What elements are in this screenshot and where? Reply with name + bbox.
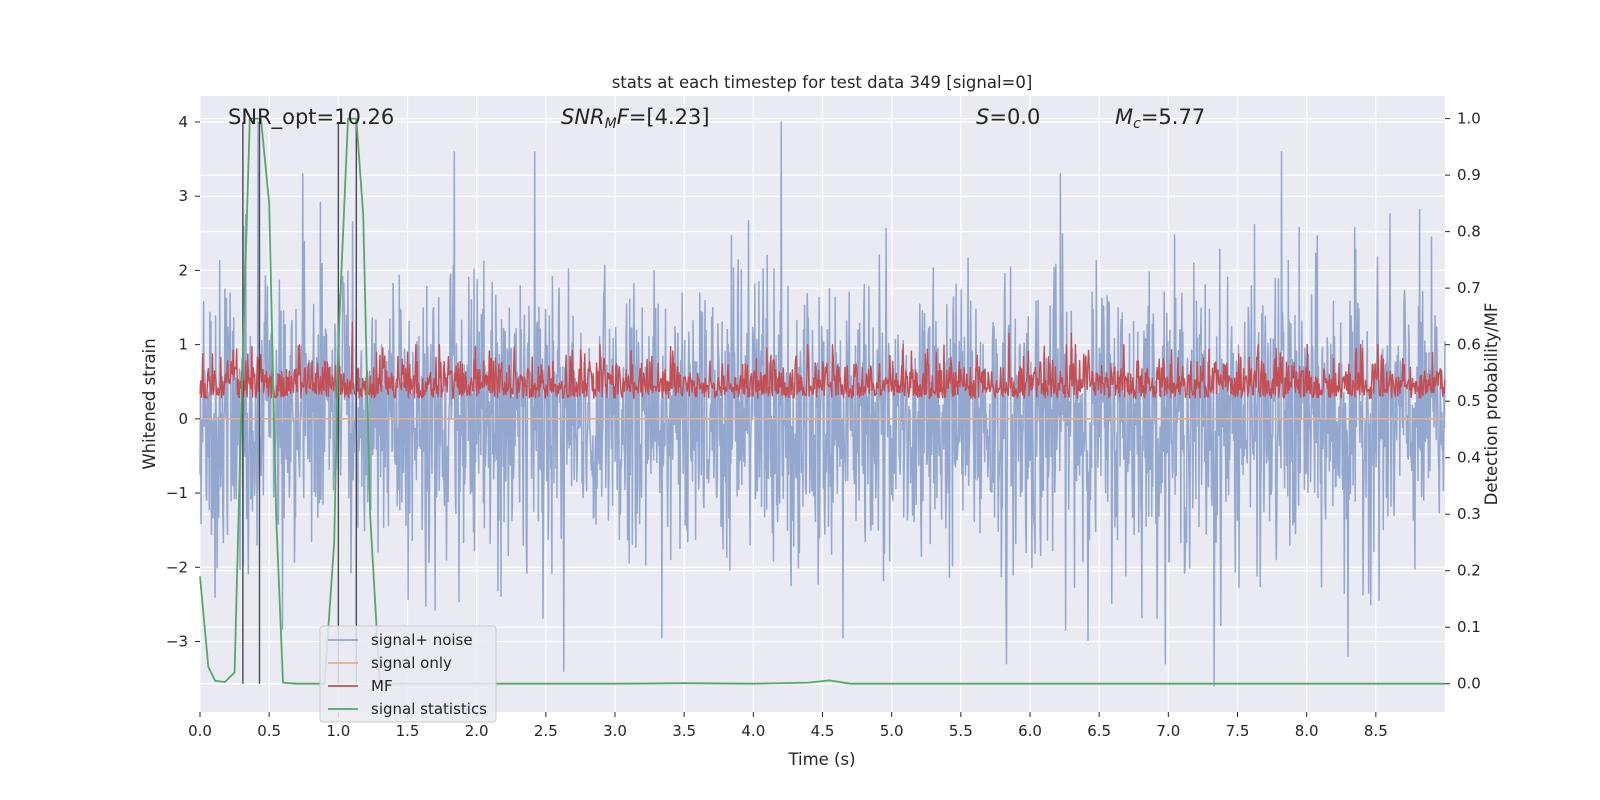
annotation-snr-mf-tail: F — [617, 105, 630, 129]
x-tick-labels: 0.0 0.5 1.0 1.5 2.0 2.5 3.0 3.5 4.0 4.5 5.0 5.5 6.0 6… — [188, 712, 1388, 740]
series-mf — [199, 321, 1446, 399]
x-tick-label: 6.0 — [1018, 722, 1042, 740]
y-right-tick-label: 0.0 — [1457, 675, 1481, 693]
x-tick-label: 4.0 — [741, 722, 765, 740]
annotation-s: S=0.0 — [976, 105, 1040, 129]
legend-label-signal-only: signal only — [371, 654, 452, 672]
x-tick-label: 8.5 — [1364, 722, 1388, 740]
x-axis-label: Time (s) — [787, 750, 855, 769]
x-tick-label: 0.0 — [188, 722, 212, 740]
y-left-tick-label: −2 — [166, 558, 188, 576]
y-right-tick-label: 1.0 — [1457, 110, 1481, 128]
y-right-tick-label: 0.6 — [1457, 336, 1481, 354]
plot-area — [199, 117, 1446, 687]
x-tick-label: 3.0 — [603, 722, 627, 740]
x-tick-label: 7.0 — [1156, 722, 1180, 740]
legend-box — [319, 625, 497, 723]
y-right-tick-label: 0.7 — [1457, 279, 1481, 297]
y-right-tick-label: 0.2 — [1457, 562, 1481, 580]
y-right-tick-label: 0.5 — [1457, 392, 1481, 410]
vertical-markers — [242, 121, 358, 684]
annotation-mc-symbol: M — [1115, 105, 1133, 129]
annotation-snr-mf-sub: M — [605, 116, 617, 132]
x-tick-label: 4.5 — [811, 722, 835, 740]
legend: signal+ noise signal only MF signal stat… — [319, 625, 497, 723]
x-tick-label: 1.5 — [396, 722, 420, 740]
annotation-s-value: =0.0 — [989, 105, 1040, 129]
y-right-tick-label: 0.4 — [1457, 449, 1481, 467]
annotation-snr-mf-value: =[4.23] — [629, 105, 710, 129]
x-tick-label: 6.5 — [1087, 722, 1111, 740]
x-tick-label: 7.5 — [1226, 722, 1250, 740]
x-tick-label: 5.0 — [880, 722, 904, 740]
x-tick-label: 3.5 — [672, 722, 696, 740]
mf-line — [199, 321, 1446, 399]
annotation-mc: Mc=5.77 — [1115, 105, 1205, 132]
y-left-tick-label: −3 — [166, 632, 188, 650]
y-right-tick-label: 0.9 — [1457, 166, 1481, 184]
y-right-tick-label: 0.3 — [1457, 505, 1481, 523]
x-tick-label: 1.0 — [326, 722, 350, 740]
y-left-tick-label: 4 — [178, 113, 188, 131]
annotation-mc-sub: c — [1133, 116, 1141, 132]
y-left-tick-labels: 4 3 2 1 0 −1 −2 −3 — [166, 113, 200, 650]
legend-label-mf: MF — [371, 677, 393, 695]
y-right-tick-label: 0.1 — [1457, 618, 1481, 636]
signal-statistics-line — [199, 117, 1445, 685]
annotation-s-symbol: S — [976, 105, 989, 129]
x-tick-label: 5.5 — [949, 722, 973, 740]
x-tick-label: 0.5 — [257, 722, 281, 740]
x-tick-label: 8.0 — [1295, 722, 1319, 740]
y-left-axis-label: Whitened strain — [140, 338, 159, 469]
x-tick-label: 2.0 — [465, 722, 489, 740]
annotation-mc-value: =5.77 — [1141, 105, 1205, 129]
series-signal-statistics — [199, 117, 1445, 685]
annotation-snr-opt: SNR_opt=10.26 — [228, 105, 394, 130]
y-left-tick-label: 2 — [178, 261, 188, 279]
chart-title: stats at each timestep for test data 349… — [612, 73, 1033, 92]
y-left-tick-label: 1 — [178, 336, 188, 354]
y-left-tick-label: 3 — [178, 187, 188, 205]
annotation-snr-mf: SNRMF=[4.23] — [561, 105, 710, 132]
x-tick-label: 2.5 — [534, 722, 558, 740]
y-right-tick-labels: 1.0 0.9 0.8 0.7 0.6 0.5 0.4 0.3 0.2 0.1 0.0 — [1445, 110, 1481, 693]
legend-label-signal-statistics: signal statistics — [371, 700, 487, 718]
y-left-tick-label: −1 — [166, 484, 188, 502]
y-right-tick-label: 0.8 — [1457, 223, 1481, 241]
y-left-tick-label: 0 — [178, 410, 188, 428]
legend-label-signal-plus-noise: signal+ noise — [371, 631, 473, 649]
annotation-snr-mf-symbol: SNR — [561, 105, 605, 129]
y-right-axis-label: Detection probability/MF — [1482, 303, 1501, 506]
